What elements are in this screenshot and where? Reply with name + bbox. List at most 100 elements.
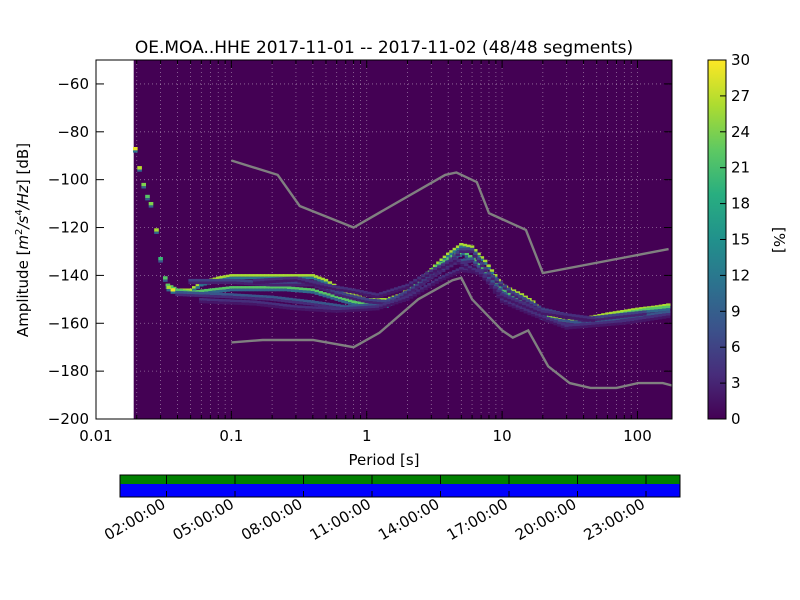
histogram-cell-secondary-4 [397,288,403,292]
histogram-cell-mode-lower [237,288,242,292]
psd-histogram [133,147,671,330]
histogram-cell-mode-lower [225,289,231,292]
histogram-cell-mode-lower [181,289,187,293]
y-axis: −60 −80 −100 −120 −140 −160 −180 −200 [48,75,672,428]
histogram-cell-mode-upper [306,276,312,280]
histogram-cell-low-period [137,166,142,170]
histogram-cell-secondary-3 [579,323,585,326]
histogram-cell-secondary-1 [310,300,316,303]
histogram-cell-secondary-2 [452,254,457,257]
histogram-cell-secondary-4 [518,300,523,304]
histogram-cell-secondary-3 [308,306,313,309]
histogram-cell-secondary-2 [326,290,331,293]
histogram-cell-secondary-1 [303,302,308,305]
histogram-cell-mode-lower [665,305,671,309]
histogram-cell-secondary-2 [407,291,412,294]
histogram-cell-mode-lower [253,288,258,292]
histogram-cell-secondary-1 [288,300,293,303]
histogram-cell-secondary-3 [256,303,262,307]
histogram-cell-secondary-2 [459,247,464,251]
histogram-cell-secondary-4 [421,274,426,277]
histogram-cell-secondary-1 [258,297,264,301]
histogram-cell-secondary-2 [623,312,628,316]
histogram-cell-secondary-3 [614,320,619,323]
histogram-cell-secondary-2 [342,295,347,298]
histogram-cell-secondary-3 [345,309,350,313]
histogram-cell-mode-upper [601,313,606,316]
histogram-cell-secondary-1 [284,297,290,300]
histogram-cell-secondary-4 [548,311,553,314]
histogram-cell-secondary-3 [379,306,384,310]
histogram-cell-secondary-2 [455,251,460,254]
histogram-cell-secondary-1 [299,299,304,302]
histogram-cell-secondary-3 [557,321,562,325]
histogram-cell-secondary-3 [657,316,663,320]
histogram-cell-secondary-2 [188,278,193,282]
histogram-cell-secondary-4 [331,287,337,291]
histogram-cell-secondary-4 [323,286,329,289]
histogram-cell-mode-lower [271,288,277,292]
histogram-cell-secondary-1 [596,319,602,323]
histogram-cell-mode-upper [225,274,231,278]
histogram-cell-mode-lower [464,255,470,258]
histogram-cell-secondary-1 [666,310,671,314]
y-axis-label-prefix: Amplitude [ [14,250,32,338]
histogram-cell-secondary-2 [462,250,468,253]
histogram-cell-secondary-3 [630,321,635,324]
histogram-cell-secondary-3 [304,308,310,312]
histogram-cell-secondary-1 [288,297,293,301]
y-tick-label: −200 [48,410,89,428]
histogram-cell-mode-upper [446,255,451,258]
histogram-cell-secondary-3 [564,324,569,327]
histogram-cell-mode-lower [480,266,486,270]
histogram-cell-secondary-3 [646,316,651,319]
histogram-cell-mode-lower [330,297,335,300]
histogram-cell-mode-upper [380,298,385,301]
histogram-cell-secondary-4 [327,287,333,290]
histogram-cell-secondary-4 [449,259,454,262]
histogram-cell-secondary-4 [575,317,580,320]
histogram-cell-mode-upper [264,276,269,280]
histogram-cell-secondary-2 [596,318,601,321]
histogram-cell-secondary-1 [476,265,481,268]
histogram-cell-secondary-3 [199,300,204,304]
histogram-cell-secondary-2 [611,316,617,319]
histogram-cell-secondary-3 [245,300,250,303]
histogram-cell-mode-lower [461,252,466,256]
histogram-cell-secondary-3 [253,303,258,306]
histogram-cell-secondary-1 [604,318,609,322]
histogram-cell-secondary-3 [327,309,332,313]
histogram-cell-secondary-2 [322,288,327,292]
histogram-cell-mode-upper [658,304,664,308]
histogram-cell-secondary-2 [490,274,496,278]
histogram-cell-secondary-1 [359,304,364,307]
histogram-cell-secondary-3 [445,273,450,276]
histogram-cell-mode-lower [646,310,651,313]
histogram-cell-secondary-3 [367,305,373,309]
histogram-cell-secondary-2 [334,293,339,297]
histogram-cell-mode-upper [275,274,280,277]
histogram-cell-secondary-4 [456,259,462,262]
histogram-cell-mode-lower [631,310,636,313]
histogram-cell-secondary-3 [249,300,254,303]
histogram-cell-mode-lower [665,308,671,311]
histogram-cell-secondary-4 [563,315,569,319]
histogram-cell-secondary-2 [630,314,636,317]
histogram-cell-secondary-4 [567,313,572,317]
histogram-cell-secondary-3 [538,314,543,317]
coverage-frame [119,474,681,498]
histogram-cell-mode-upper [455,245,461,248]
histogram-cell-secondary-2 [410,286,416,289]
histogram-cell-mode-upper [188,288,193,292]
histogram-cell-secondary-4 [375,293,380,296]
histogram-cell-secondary-4 [312,281,317,284]
histogram-cell-mode-lower [661,306,667,309]
histogram-cell-secondary-2 [303,283,308,287]
histogram-cell-mode-upper [233,276,238,280]
histogram-cell-secondary-4 [590,316,596,320]
histogram-cell-secondary-3 [665,315,671,319]
histogram-cell-secondary-2 [480,264,485,268]
histogram-cell-secondary-3 [330,307,336,310]
histogram-cell-secondary-3 [353,309,358,312]
histogram-cell-secondary-2 [262,283,267,286]
